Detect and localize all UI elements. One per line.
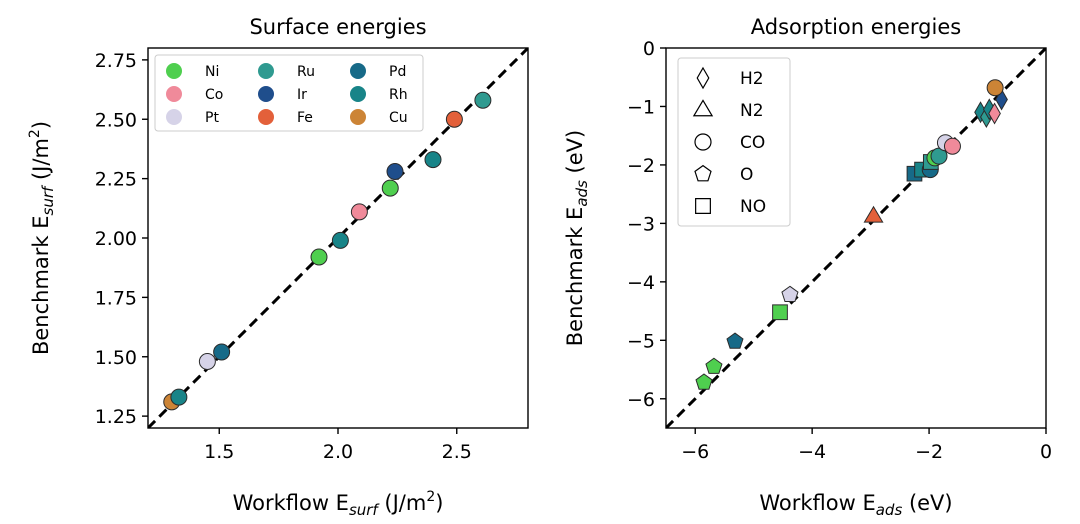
legend-marker	[166, 86, 182, 102]
y-tick-label: −4	[627, 272, 655, 294]
x-tick-label: −6	[681, 441, 709, 463]
y-tick-label: 1.75	[95, 287, 137, 309]
data-point	[986, 79, 1004, 97]
legend-box	[154, 54, 424, 132]
x-tick-label: 2.5	[442, 441, 472, 463]
legend-label: Co	[205, 87, 223, 103]
data-point	[170, 388, 188, 406]
data-point	[445, 110, 463, 128]
data-point	[424, 151, 442, 169]
y-tick-label: 2.75	[95, 50, 137, 72]
legend-marker	[350, 63, 366, 79]
legend-label: Rh	[389, 87, 408, 103]
data-point	[705, 357, 723, 374]
surface-chart: Surface energies 1.5 2.0 2.5 1.25 1.50 1.75 2.0…	[27, 15, 529, 519]
data-point	[726, 332, 744, 349]
legend-marker	[350, 109, 366, 125]
legend-label: O	[740, 165, 753, 185]
y-tick-label: 0	[643, 38, 655, 60]
legend-label: Pd	[389, 64, 406, 80]
x-tick-label: −2	[915, 441, 943, 463]
legend-label: Ru	[297, 64, 315, 80]
x-tick-label: 1.5	[204, 441, 234, 463]
surface-legend: Ni Co Pt Ru Ir Fe Pd Rh Cu	[154, 54, 424, 132]
y-tick-label: 2.25	[95, 169, 137, 191]
legend-marker	[350, 86, 366, 102]
legend-marker	[258, 63, 274, 79]
data-point	[198, 353, 216, 370]
legend-marker	[692, 99, 714, 117]
legend-marker	[694, 133, 712, 151]
y-tick-label: −6	[627, 389, 655, 411]
legend-label: Fe	[297, 110, 313, 126]
adsorption-legend: H2 N2 CO O NO	[677, 57, 791, 227]
adsorption-parity-line	[666, 48, 1046, 428]
legend-label: CO	[740, 133, 765, 153]
data-point	[781, 285, 799, 302]
y-tick-label: 2.00	[95, 228, 137, 250]
legend-marker	[258, 86, 274, 102]
surface-x-axis-label: Workflow Esurf (J/m2)	[233, 489, 444, 519]
adsorption-axes-frame	[665, 47, 1047, 429]
legend-label: Cu	[389, 110, 408, 126]
data-point	[381, 179, 399, 197]
data-point	[474, 91, 492, 109]
legend-marker	[695, 198, 711, 214]
y-tick-label: 2.50	[95, 109, 137, 131]
data-point	[863, 205, 884, 223]
y-tick-label: −5	[627, 330, 655, 352]
x-tick-label: 2.0	[323, 441, 353, 463]
x-tick-label: 0	[1040, 441, 1052, 463]
y-tick-label: 1.25	[95, 406, 137, 428]
y-tick-label: −2	[627, 155, 655, 177]
surface-points	[163, 91, 492, 411]
legend-marker	[694, 164, 712, 182]
adsorption-y-axis-label: Benchmark Eads (eV)	[563, 130, 591, 346]
legend-marker	[258, 109, 274, 125]
y-tick-label: −3	[627, 213, 655, 235]
legend-marker	[166, 109, 182, 125]
legend-label: H2	[740, 69, 764, 89]
data-point	[772, 304, 788, 321]
adsorption-x-axis-label: Workflow Eads (eV)	[759, 491, 952, 519]
data-point	[386, 163, 404, 180]
legend-label: Pt	[205, 110, 219, 126]
legend-box	[677, 57, 791, 227]
x-tick-label: −4	[798, 441, 826, 463]
legend-label: Ni	[205, 64, 219, 80]
y-tick-label: 1.50	[95, 347, 137, 369]
legend-marker	[696, 66, 710, 90]
data-point	[350, 203, 368, 221]
legend-marker	[166, 63, 182, 79]
adsorption-chart: Adsorption energies −6 −4 −2 0 −6 −5 −4 −3 −2 −1 0 W…	[563, 15, 1052, 519]
data-point	[988, 102, 1001, 125]
adsorption-title: Adsorption energies	[751, 15, 961, 39]
data-point	[943, 137, 961, 155]
data-point	[310, 248, 328, 266]
data-point	[695, 373, 713, 390]
legend-label: N2	[740, 101, 764, 121]
data-point	[331, 231, 349, 249]
adsorption-points	[695, 79, 1008, 390]
legend-label: Ir	[297, 87, 307, 103]
legend-label: NO	[740, 197, 766, 217]
y-tick-label: −1	[627, 96, 655, 118]
surface-title: Surface energies	[249, 15, 426, 39]
surface-y-axis-label: Benchmark Esurf (J/m2)	[27, 121, 57, 355]
data-point	[213, 343, 231, 361]
